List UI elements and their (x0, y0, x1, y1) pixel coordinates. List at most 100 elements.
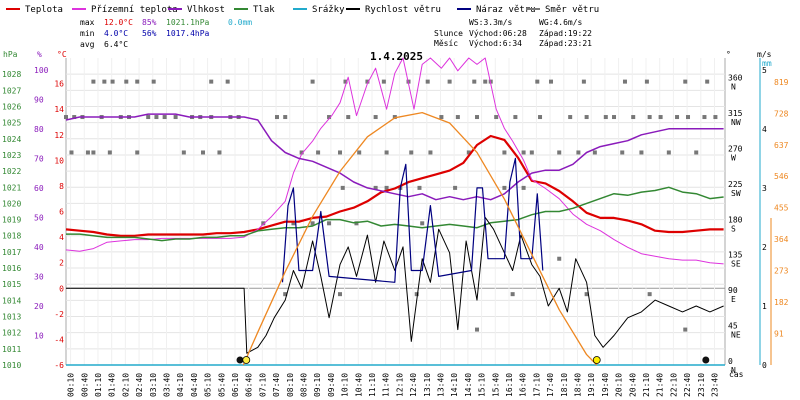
series-rychlost-větru (66, 216, 724, 354)
axis-wind: m/s 0 1 2 3 4 5 (757, 50, 772, 370)
wind-direction-dot (310, 221, 315, 226)
axis-x-tick: 02:10 (121, 373, 130, 397)
wind-direction-dot (658, 115, 663, 120)
stat-min-name: min (80, 29, 95, 38)
axis-wind-tick: 2 (762, 243, 767, 252)
wind-direction-dot (327, 221, 332, 226)
wind-direction-dot (644, 79, 649, 84)
wind-direction-dot (466, 150, 471, 155)
wind-direction-dot (420, 221, 425, 226)
axis-direction-compass: NW (731, 118, 741, 127)
axis-hpa-tick: 1014 (2, 296, 21, 305)
axis-direction-tick: 180 (728, 215, 743, 224)
wind-direction-dot (151, 79, 156, 84)
axis-x-tick: 21:10 (642, 373, 651, 397)
axis-direction-tick: 90 (728, 286, 738, 295)
axis-x-tick: 15:40 (491, 373, 500, 397)
wind-direction-dot (357, 150, 362, 155)
moon-phase-marker (236, 356, 244, 364)
wind-direction-dot (584, 292, 589, 297)
axis-x-tick: 13:10 (423, 373, 432, 397)
axis-solar-tick: 819 (774, 78, 789, 87)
axis-hpa-tick: 1022 (2, 167, 21, 176)
axis-x-tick: 18:10 (560, 373, 569, 397)
series-teplota (65, 134, 724, 237)
wind-direction-dot (581, 79, 586, 84)
axis-x-tick: 13:40 (436, 373, 445, 397)
axis-hpa-tick: 1019 (2, 216, 21, 225)
axis-x-tick: 23:40 (710, 373, 719, 397)
wind-direction-dot (549, 79, 554, 84)
axis-temperature-label: °C (57, 50, 67, 59)
wind-direction-dot (612, 115, 617, 120)
axis-rain: mm (66, 58, 772, 366)
wind-direction-dot (521, 185, 526, 190)
axis-x-tick: 04:10 (176, 373, 185, 397)
axis-x-tick: 01:10 (94, 373, 103, 397)
axis-humidity-tick: 60 (34, 184, 44, 193)
wind-direction-dot (110, 79, 115, 84)
wind-direction-dot (162, 115, 167, 120)
sunset-marker (592, 356, 601, 364)
axis-x-tick: 04:40 (190, 373, 199, 397)
wind-direction-dot (135, 150, 140, 155)
wind-direction-dot (343, 79, 348, 84)
axis-hpa-tick: 1013 (2, 313, 21, 322)
wind-direction-dot (694, 150, 699, 155)
axis-hpa-label: hPa (3, 50, 18, 59)
stat-avg-temp: 6.4°C (104, 40, 128, 49)
markers-layer (236, 356, 710, 364)
moonset-marker (702, 356, 710, 364)
axis-hpa-tick: 1011 (2, 345, 21, 354)
wind-direction-dot (472, 79, 477, 84)
wind-direction-dot (381, 79, 386, 84)
wind-direction-dot (201, 150, 206, 155)
wind-direction-dot (483, 79, 488, 84)
legend: Teplota Přízemní teplota Vlhkost Tlak Srážky… (6, 5, 599, 15)
axis-direction-compass: SW (731, 189, 741, 198)
axis-x-tick: 11:40 (382, 373, 391, 397)
axis-humidity-tick: 30 (34, 272, 44, 281)
axis-humidity-tick: 20 (34, 302, 44, 311)
wind-direction-dot (384, 185, 389, 190)
axis-hpa-tick: 1020 (2, 199, 21, 208)
wind-direction-dot (225, 79, 230, 84)
axis-hpa-tick: 1010 (2, 361, 21, 370)
axis-x-tick: 00:10 (67, 373, 76, 397)
axis-direction-tick: 0 (728, 357, 733, 366)
axis-temperature-tick: -2 (54, 310, 64, 319)
wind-direction-dot (64, 115, 68, 120)
axis-x-tick: 03:40 (162, 373, 171, 397)
stat-max-temp: 12.0°C (104, 18, 133, 27)
wind-direction-dot (291, 221, 296, 226)
axis-x-tick: 16:40 (519, 373, 528, 397)
axis-humidity-tick: 70 (34, 154, 44, 163)
wind-direction-dot (603, 115, 608, 120)
wind-direction-dot (283, 292, 288, 297)
wind-direction-dot (428, 150, 433, 155)
stat-avg-name: avg (80, 40, 95, 49)
legend-label: Srážky (312, 5, 345, 15)
axis-x-tick: 06:10 (231, 373, 240, 397)
legend-label: Směr větru (545, 5, 599, 15)
axis-temperature-tick: 4 (59, 233, 64, 242)
axis-temperature-tick: 10 (54, 156, 64, 165)
wind-direction-dot (631, 115, 636, 120)
legend-label: Tlak (253, 5, 275, 15)
stats-row-max: max 12.0°C 85% 1021.1hPa 0.0mm (80, 18, 252, 27)
axis-x-tick: 01:40 (108, 373, 117, 397)
wind-direction-dot (557, 256, 562, 261)
axis-hpa-tick: 1026 (2, 102, 21, 111)
wind-direction-dot (365, 79, 370, 84)
wind-direction-dot (417, 185, 422, 190)
axis-x-tick: 22:10 (669, 373, 678, 397)
wind-direction-dot (568, 115, 573, 120)
stat-max-press: 1021.1hPa (166, 18, 210, 27)
axis-solar-tick: 546 (774, 172, 789, 181)
axis-hpa: hPa 1010 1011 1012 1013 1014 1015 1016 1017 1018… (2, 50, 21, 370)
wind-direction-dot (683, 327, 688, 332)
axis-solar-tick: 728 (774, 109, 789, 118)
series-layer (64, 57, 724, 366)
axis-humidity-tick: 10 (34, 331, 44, 340)
